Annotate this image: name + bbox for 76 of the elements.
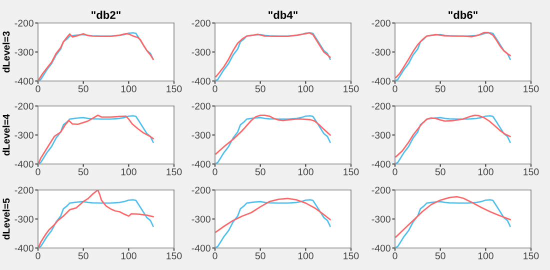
line-series — [395, 196, 511, 238]
x-tick-label: 50 — [78, 168, 88, 176]
x-tick-label: 100 — [298, 252, 314, 260]
x-tick-label: 0 — [392, 85, 398, 92]
y-tick-label: -200 — [372, 102, 390, 110]
x-tick-label: 150 — [166, 168, 182, 176]
y-tick-label: -300 — [192, 216, 210, 223]
line-series — [215, 114, 331, 155]
line-series — [215, 115, 331, 164]
y-tick-label: -300 — [372, 216, 390, 223]
line-series — [215, 198, 331, 233]
y-tick-label: -400 — [192, 78, 210, 85]
x-tick-label: 150 — [166, 252, 182, 260]
y-tick-label: -200 — [192, 20, 210, 27]
y-tick-label: -200 — [192, 186, 210, 194]
line-series — [215, 199, 331, 248]
y-tick-label: -400 — [372, 78, 390, 85]
x-tick-label: 100 — [478, 85, 494, 92]
y-tick-label: -200 — [14, 102, 34, 110]
y-tick-label: -400 — [372, 244, 390, 252]
x-tick-label: 150 — [166, 85, 182, 92]
y-tick-label: -300 — [14, 216, 34, 223]
y-tick-label: -300 — [192, 48, 210, 56]
x-tick-label: 50 — [255, 168, 266, 176]
chart-title: "db6" — [448, 10, 478, 19]
x-tick-label: 0 — [212, 252, 218, 260]
x-tick-label: 150 — [524, 85, 539, 92]
x-tick-label: 100 — [121, 85, 136, 92]
y-tick-label: -400 — [192, 160, 210, 168]
x-tick-label: 100 — [478, 252, 494, 260]
y-axis-title: dLevel=4 — [2, 114, 10, 156]
y-tick-label: -400 — [14, 160, 34, 168]
y-tick-label: -200 — [14, 20, 34, 27]
x-tick-label: 0 — [392, 168, 398, 176]
y-tick-label: -400 — [14, 78, 34, 85]
x-tick-label: 50 — [435, 252, 446, 260]
x-tick-label: 50 — [435, 85, 446, 92]
x-tick-label: 50 — [435, 168, 446, 176]
x-tick-label: 100 — [121, 252, 136, 260]
y-tick-label: -200 — [14, 186, 34, 194]
y-axis-title: dLevel=5 — [2, 198, 10, 240]
x-tick-label: 50 — [255, 85, 266, 92]
y-axis-title: dLevel=3 — [2, 31, 10, 73]
x-tick-label: 150 — [344, 85, 359, 92]
x-tick-label: 100 — [298, 85, 314, 92]
y-tick-label: -300 — [14, 132, 34, 139]
x-tick-label: 0 — [36, 85, 40, 92]
x-tick-label: 0 — [392, 252, 398, 260]
y-tick-label: -300 — [372, 132, 390, 139]
x-tick-label: 50 — [78, 85, 88, 92]
y-tick-label: -400 — [372, 160, 390, 168]
x-tick-label: 150 — [344, 168, 359, 176]
x-tick-label: 0 — [212, 85, 218, 92]
x-tick-label: 0 — [36, 168, 40, 176]
x-tick-label: 100 — [121, 168, 136, 176]
chart-title: "db4" — [268, 10, 298, 19]
x-tick-label: 0 — [36, 252, 40, 260]
y-tick-label: -300 — [192, 132, 210, 139]
x-tick-label: 100 — [478, 168, 494, 176]
y-tick-label: -300 — [14, 48, 34, 56]
y-tick-label: -200 — [372, 20, 390, 27]
x-tick-label: 0 — [212, 168, 218, 176]
y-tick-label: -400 — [192, 244, 210, 252]
x-tick-label: 50 — [255, 252, 266, 260]
x-tick-label: 150 — [524, 168, 539, 176]
line-series — [395, 199, 511, 248]
x-tick-label: 100 — [298, 168, 314, 176]
x-tick-label: 150 — [524, 252, 539, 260]
y-tick-label: -400 — [14, 244, 34, 252]
y-tick-label: -200 — [372, 186, 390, 194]
x-tick-label: 150 — [344, 252, 359, 260]
x-tick-label: 50 — [78, 252, 88, 260]
line-series — [38, 199, 154, 248]
chart-title: "db2" — [92, 10, 120, 19]
y-tick-label: -200 — [192, 102, 210, 110]
y-tick-label: -300 — [372, 48, 390, 56]
